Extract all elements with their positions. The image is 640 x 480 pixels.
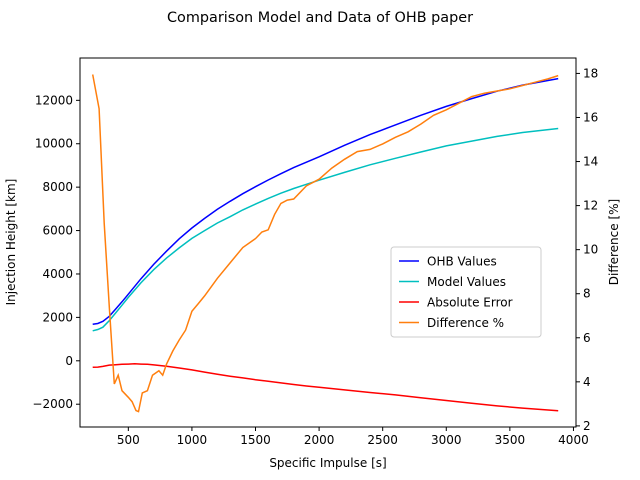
y-left-tick-label: 0 (65, 354, 73, 368)
x-tick-label: 4000 (558, 433, 589, 447)
y-right-tick-label: 14 (583, 155, 598, 169)
x-tick-label: 3500 (495, 433, 526, 447)
legend-label: Model Values (427, 275, 506, 289)
x-axis: 500 1000 1500 2000 2500 3000 3500 4000 (117, 427, 589, 447)
plot-frame (79, 57, 577, 428)
y-axis-right-label: Difference [%] (607, 199, 621, 285)
y-axis-right: 2 4 6 8 10 12 14 16 18 (576, 66, 598, 433)
y-right-tick-label: 12 (583, 199, 598, 213)
y-axis-left: −2000 0 2000 4000 6000 8000 10000 12000 (32, 93, 80, 411)
x-tick-label: 3000 (431, 433, 462, 447)
y-axis-left-label: Injection Height [km] (4, 179, 18, 306)
legend-label: OHB Values (427, 255, 497, 269)
x-tick-label: 2500 (367, 433, 398, 447)
series-layer (91, 74, 559, 413)
y-right-tick-label: 10 (583, 243, 598, 257)
series-line-2 (92, 363, 559, 412)
y-left-tick-label: −2000 (32, 397, 73, 411)
x-axis-label: Specific Impulse [s] (269, 456, 386, 470)
series-line-1 (92, 127, 559, 332)
y-right-tick-label: 8 (583, 287, 591, 301)
legend-box (390, 246, 542, 338)
y-left-tick-label: 8000 (42, 180, 73, 194)
x-tick-label: 1000 (177, 433, 208, 447)
x-tick-label: 1500 (240, 433, 271, 447)
series-line-3 (91, 74, 559, 413)
y-left-tick-label: 2000 (42, 310, 73, 324)
y-right-tick-label: 4 (583, 375, 591, 389)
y-left-tick-label: 6000 (42, 224, 73, 238)
y-right-tick-label: 18 (583, 66, 598, 80)
legend-label: Absolute Error (427, 296, 513, 310)
chart-title: Comparison Model and Data of OHB paper (167, 10, 473, 26)
y-left-tick-label: 12000 (35, 93, 73, 107)
x-tick-label: 2000 (304, 433, 335, 447)
series-line-0 (92, 77, 559, 326)
legend-label: Difference % (427, 316, 504, 330)
y-right-tick-label: 6 (583, 331, 591, 345)
legend: OHB Values Model Values Absolute Error Diff… (390, 246, 542, 338)
y-right-tick-label: 2 (583, 419, 591, 433)
y-right-tick-label: 16 (583, 110, 598, 124)
y-left-tick-label: 4000 (42, 267, 73, 281)
x-tick-label: 500 (117, 433, 140, 447)
y-left-tick-label: 10000 (35, 137, 73, 151)
